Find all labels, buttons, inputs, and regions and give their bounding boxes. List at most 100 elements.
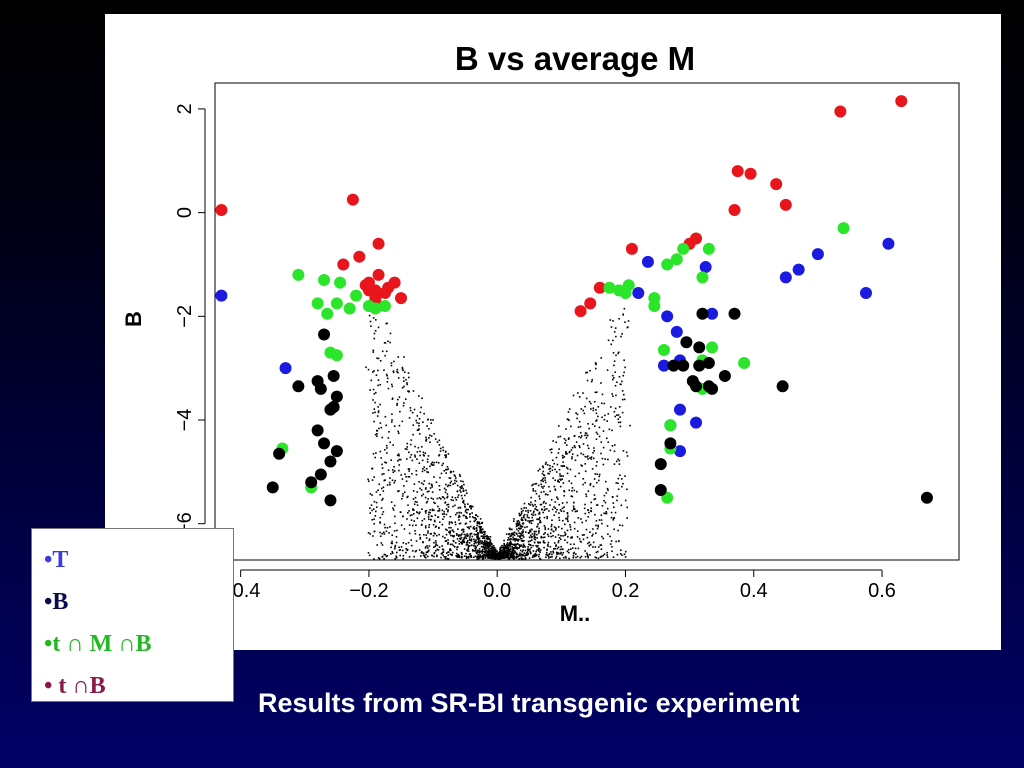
background-dot <box>463 548 466 550</box>
background-dot <box>418 481 420 483</box>
background-dot <box>483 553 486 556</box>
background-dot <box>386 452 388 454</box>
background-dot <box>502 551 505 553</box>
background-dot <box>469 555 472 557</box>
background-dot <box>549 545 552 548</box>
background-dot <box>532 550 535 552</box>
background-dot <box>407 468 410 470</box>
background-dot <box>480 545 483 548</box>
background-dot <box>616 553 619 556</box>
data-point <box>728 204 741 217</box>
background-dot <box>392 444 394 446</box>
background-dot <box>582 392 584 394</box>
background-dot <box>486 543 488 546</box>
background-dot <box>384 342 387 344</box>
background-dot <box>428 436 430 439</box>
background-dot <box>444 454 446 457</box>
background-dot <box>494 550 496 552</box>
background-dot <box>381 532 384 535</box>
background-dot <box>578 445 581 447</box>
data-point <box>690 416 703 429</box>
background-dot <box>441 535 444 538</box>
background-dot <box>406 548 409 551</box>
background-dot <box>382 486 385 489</box>
background-dot <box>542 466 545 469</box>
background-dot <box>604 414 606 417</box>
background-dot <box>406 448 408 451</box>
background-dot <box>598 519 601 521</box>
x-axis-label: M.. <box>560 601 591 626</box>
background-dot <box>441 523 444 526</box>
background-dot <box>611 445 614 447</box>
background-dot <box>617 482 619 485</box>
background-dot <box>393 470 396 472</box>
data-point <box>311 424 324 437</box>
background-dot <box>532 489 535 492</box>
background-dot <box>393 425 396 427</box>
background-dot <box>495 550 497 553</box>
background-dot <box>508 549 510 551</box>
background-dot <box>507 544 509 547</box>
background-dot <box>374 456 377 459</box>
background-dot <box>489 542 492 544</box>
background-dot <box>411 411 414 414</box>
background-dot <box>522 529 524 531</box>
background-dot <box>576 536 579 538</box>
background-dot <box>435 544 437 546</box>
background-dot <box>433 555 435 558</box>
background-dot <box>617 458 619 461</box>
background-dot <box>392 471 395 474</box>
background-dot <box>478 551 481 554</box>
background-dot <box>521 532 524 534</box>
data-point <box>324 494 337 507</box>
background-dot <box>538 495 541 498</box>
background-dot <box>565 466 568 469</box>
background-dot <box>406 458 408 460</box>
background-dot <box>559 548 562 551</box>
background-dot <box>384 554 387 556</box>
background-dot <box>576 555 579 558</box>
background-dot <box>522 554 525 556</box>
background-dot <box>606 420 609 422</box>
background-dot <box>513 531 516 534</box>
background-dot <box>523 516 525 519</box>
data-point <box>350 289 363 302</box>
background-dot <box>622 314 624 316</box>
background-dot <box>385 462 387 464</box>
background-dot <box>372 317 375 319</box>
background-dot <box>379 450 382 453</box>
background-dot <box>594 473 597 475</box>
background-dot <box>543 506 546 508</box>
background-dot <box>375 510 377 513</box>
background-dot <box>458 540 460 543</box>
data-point <box>860 286 872 299</box>
background-dot <box>542 511 545 514</box>
background-dot <box>512 550 514 552</box>
background-dot <box>629 424 631 427</box>
background-dot <box>397 356 400 358</box>
background-dot <box>591 468 594 470</box>
data-point <box>706 382 719 395</box>
background-dot <box>554 529 557 531</box>
background-dot <box>539 521 541 524</box>
background-dot <box>528 516 530 519</box>
background-dot <box>454 482 456 485</box>
background-dot <box>384 526 386 529</box>
background-dot <box>476 529 478 532</box>
background-dot <box>429 511 431 514</box>
background-dot <box>618 463 621 465</box>
background-dot <box>559 478 561 480</box>
background-dot <box>461 529 463 531</box>
data-point <box>920 491 933 504</box>
background-dot <box>566 529 569 532</box>
background-dot <box>620 504 623 507</box>
background-dot <box>438 439 441 442</box>
background-dot <box>469 536 471 538</box>
background-dot <box>524 518 527 521</box>
background-dot <box>445 454 447 456</box>
background-dot <box>396 398 399 401</box>
background-dot <box>455 555 458 557</box>
background-dot <box>456 534 458 536</box>
background-dot <box>435 461 438 464</box>
background-dot <box>547 472 549 475</box>
